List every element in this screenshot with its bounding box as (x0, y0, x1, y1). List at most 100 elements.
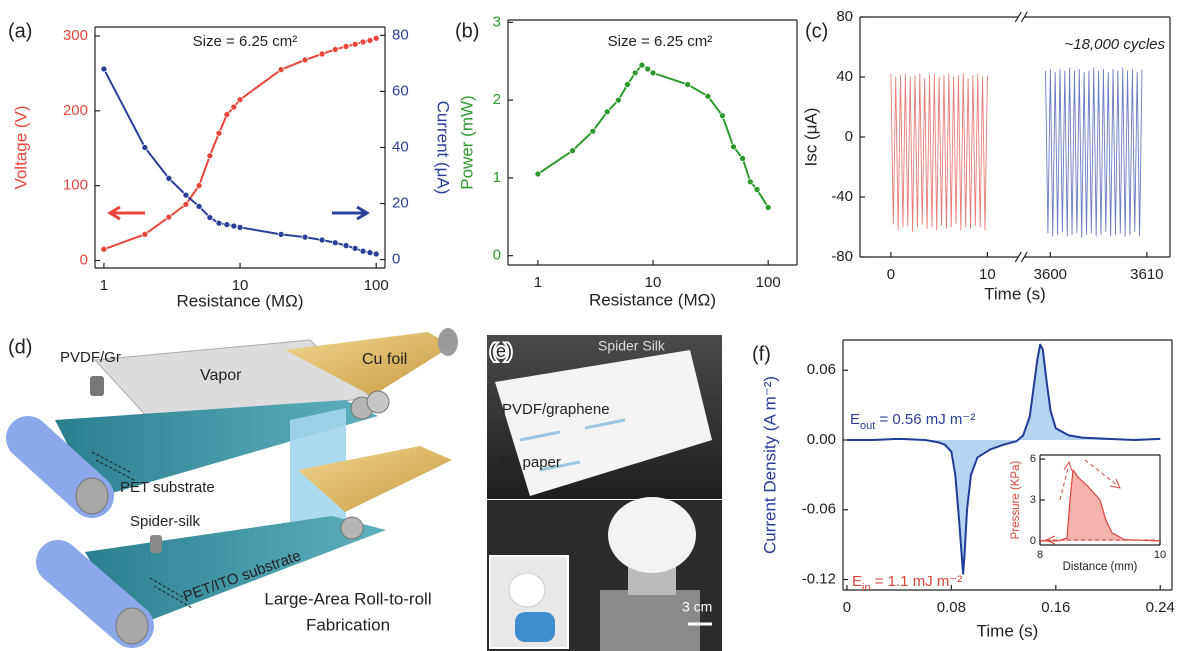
x-axis-label: Distance (mm) (1063, 561, 1138, 573)
label: Spider-silk (130, 513, 201, 530)
x-tick-label: 100 (756, 274, 781, 291)
y2-tick-label: 20 (392, 195, 409, 212)
point (360, 39, 366, 45)
x-tick-label: 0.24 (1146, 599, 1175, 616)
point (183, 201, 189, 207)
label: PVDF/Gr (60, 349, 121, 366)
panel-label: (d) (8, 336, 32, 358)
annotation-part: E (852, 573, 862, 590)
y-tick-label: -80 (831, 248, 853, 265)
annotation-part: = 1.1 mJ m⁻² (871, 573, 963, 590)
axis-arrow (332, 207, 367, 219)
x-axis-label: Time (s) (977, 621, 1039, 640)
y-tick-label: 300 (63, 27, 88, 44)
y-tick-label: 2 (493, 91, 501, 108)
point (747, 179, 753, 185)
x-tick-label: 10 (645, 274, 662, 291)
point (224, 222, 230, 228)
label: Vapor (200, 367, 242, 384)
point (224, 112, 230, 118)
x-tick-label: 0.08 (937, 599, 966, 616)
point (278, 231, 284, 237)
point (731, 144, 737, 150)
point (590, 128, 596, 134)
point (367, 37, 373, 43)
point (754, 187, 760, 193)
point (196, 183, 202, 189)
bulb (608, 497, 696, 573)
point (237, 224, 243, 230)
point (570, 148, 576, 154)
point (166, 175, 172, 181)
annotation: Size = 6.25 cm² (193, 33, 298, 50)
point (624, 82, 630, 88)
label: 3 cm (682, 599, 712, 615)
y2-tick-label: 40 (392, 138, 409, 155)
x-tick-label: 3610 (1130, 266, 1163, 283)
point (207, 215, 213, 221)
schematic: (d) PVDF/Gr Vapor Cu foil PET substrate … (8, 328, 458, 644)
y-axis-label: Current Density (A m⁻²) (760, 376, 779, 554)
bulb (509, 573, 545, 607)
point (765, 204, 771, 210)
y-tick-label: -0.12 (802, 571, 836, 588)
y-axis-label: Voltage (V) (11, 105, 30, 189)
y-tick-label: -40 (831, 188, 853, 205)
y-tick-label: 3 (1030, 494, 1036, 506)
point (207, 153, 213, 159)
point (343, 43, 349, 49)
x-tick-label: 0 (887, 266, 895, 283)
point (101, 66, 107, 72)
label: A5 paper (500, 454, 561, 471)
panel-label: (a) (8, 20, 32, 42)
y-tick-label: -0.06 (802, 501, 836, 518)
point (196, 203, 202, 209)
x-tick-label: 8 (1037, 549, 1043, 561)
x-tick-label: 10 (979, 266, 996, 283)
point (615, 97, 621, 103)
point (237, 97, 243, 103)
y-axis-label: Isc (μA) (801, 108, 820, 167)
point (343, 243, 349, 249)
roller-end (76, 478, 108, 514)
y-tick-label: 1 (493, 169, 501, 186)
annotation: Size = 6.25 cm² (608, 33, 713, 50)
point (373, 251, 379, 257)
point (705, 93, 711, 99)
y-tick-label: 3 (493, 13, 501, 30)
y2-axis-label: Current (μA) (434, 101, 453, 195)
point (740, 155, 746, 161)
y-tick-label: 100 (63, 177, 88, 194)
roller-end (116, 608, 148, 644)
point (101, 246, 107, 252)
point (367, 250, 373, 256)
point (332, 46, 338, 52)
y-tick-label: 0.00 (807, 431, 836, 448)
roller (341, 517, 363, 539)
x-tick-label: 1 (100, 277, 108, 294)
point (216, 130, 222, 136)
x-tick-label: 3600 (1034, 266, 1067, 283)
point (142, 145, 148, 151)
point (535, 171, 541, 177)
x-axis-label: Resistance (MΩ) (176, 291, 303, 310)
label: Spider Silk (598, 338, 666, 354)
point (685, 82, 691, 88)
point (632, 70, 638, 76)
annotation-subscript: out (860, 420, 875, 432)
annotation-part: E (850, 411, 860, 428)
point (166, 214, 172, 220)
point (216, 220, 222, 226)
y-tick-label: 40 (836, 68, 853, 85)
y-tick-label: 0.06 (807, 361, 836, 378)
series-line (104, 38, 376, 249)
y2-tick-label: 0 (392, 251, 400, 268)
axis-arrow (110, 207, 145, 219)
label: Cu foil (362, 351, 407, 368)
panel-label: (f) (752, 343, 771, 365)
roller (438, 328, 458, 356)
point (302, 234, 308, 240)
annotation: Ein = 1.1 mJ m⁻² (852, 573, 962, 594)
y-tick-label: 0 (845, 128, 853, 145)
x-tick-label: 0.16 (1041, 599, 1070, 616)
